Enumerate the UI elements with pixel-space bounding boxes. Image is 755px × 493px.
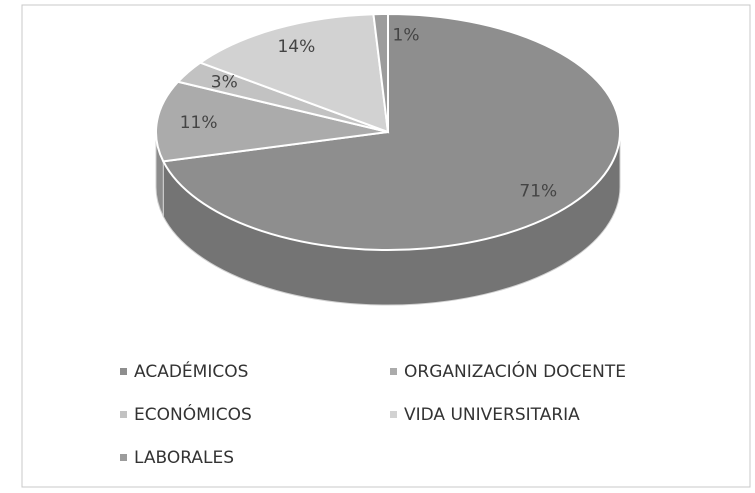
legend-marker bbox=[120, 454, 127, 461]
legend-label: ACADÉMICOS bbox=[134, 360, 248, 382]
data-label: 11% bbox=[180, 113, 218, 133]
data-label: 71% bbox=[519, 181, 557, 201]
legend-label: VIDA UNIVERSITARIA bbox=[404, 405, 580, 425]
legend-label: LABORALES bbox=[134, 448, 234, 468]
slice bbox=[198, 13, 390, 134]
legend-label: ECONÓMICOS bbox=[134, 403, 252, 425]
data-label: 14% bbox=[277, 37, 315, 57]
legend-marker bbox=[390, 411, 397, 418]
data-label: 3% bbox=[211, 73, 238, 93]
slice bbox=[161, 12, 621, 251]
legend-label: ORGANIZACIÓN DOCENTE bbox=[404, 360, 626, 382]
slice bbox=[155, 80, 389, 163]
slice bbox=[372, 12, 389, 133]
legend-marker bbox=[390, 368, 397, 375]
legend-marker bbox=[120, 368, 127, 375]
legend-marker bbox=[120, 411, 127, 418]
data-label: 1% bbox=[393, 25, 420, 45]
